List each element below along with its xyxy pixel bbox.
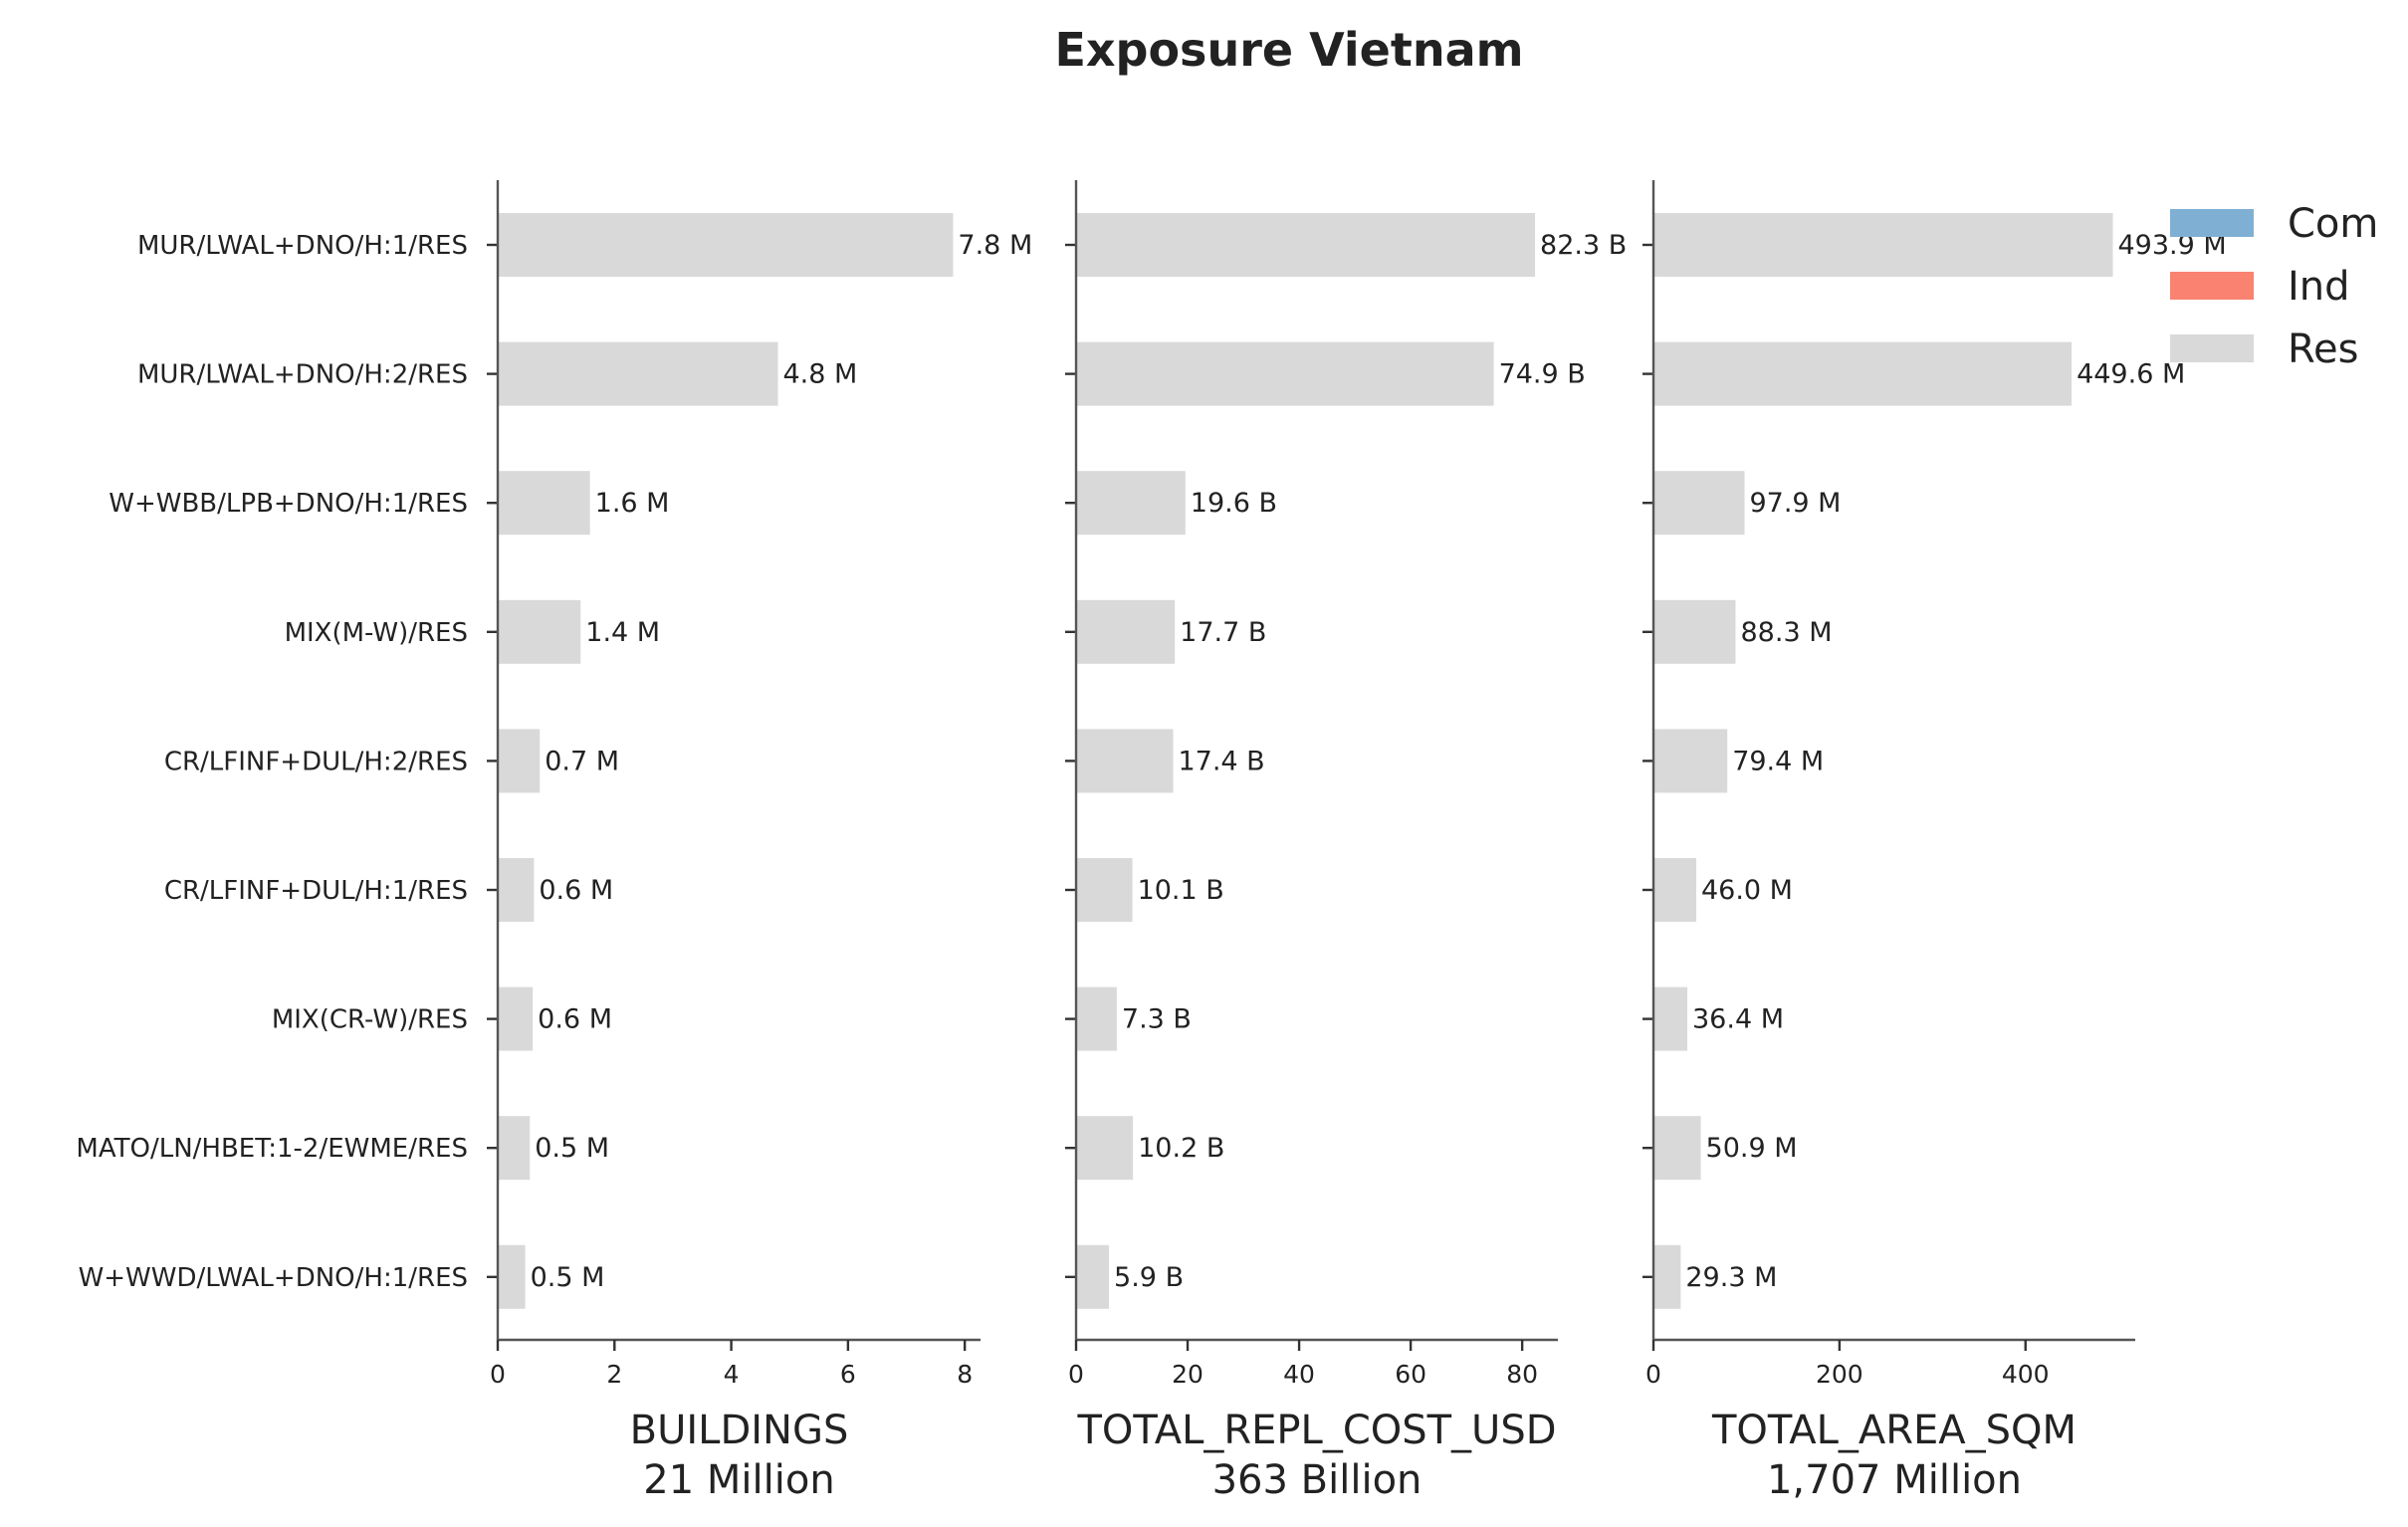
bar: [1076, 986, 1117, 1051]
x-axis-title: TOTAL_REPL_COST_USD: [1076, 1408, 1556, 1453]
value-label: 7.8 M: [958, 230, 1032, 261]
bar: [1653, 599, 1736, 664]
bar: [1076, 1116, 1134, 1181]
value-label: 29.3 M: [1685, 1262, 1777, 1293]
value-label: 97.9 M: [1749, 488, 1841, 519]
value-label: 74.9 B: [1499, 359, 1586, 390]
bar: [1076, 471, 1186, 536]
category-label: MIX(CR-W)/RES: [272, 1005, 468, 1035]
value-label: 0.7 M: [545, 746, 619, 776]
bar: [498, 599, 581, 664]
category-label: MATO/LN/HBET:1-2/EWME/RES: [76, 1134, 468, 1164]
bar: [1076, 729, 1174, 793]
value-label: 5.9 B: [1114, 1262, 1184, 1293]
x-tick-label: 0: [1068, 1360, 1084, 1389]
value-label: 1.4 M: [585, 617, 660, 648]
bar: [498, 341, 778, 406]
bar: [498, 213, 954, 277]
value-label: 1.6 M: [595, 488, 670, 519]
x-tick-label: 80: [1506, 1360, 1538, 1389]
x-axis-title: BUILDINGS: [630, 1408, 849, 1453]
value-label: 0.6 M: [538, 1004, 612, 1035]
legend-swatch: [2170, 334, 2254, 362]
value-label: 82.3 B: [1540, 230, 1627, 261]
category-label: CR/LFINF+DUL/H:2/RES: [164, 747, 468, 776]
bar: [498, 986, 534, 1051]
bar: [1076, 1244, 1110, 1309]
value-label: 46.0 M: [1701, 875, 1793, 906]
x-axis-total: 1,707 Million: [1767, 1457, 2022, 1503]
bar: [1653, 1116, 1701, 1181]
legend-swatch: [2170, 209, 2254, 237]
x-tick-label: 400: [2002, 1360, 2050, 1389]
bar: [1653, 858, 1696, 922]
category-label: MIX(M-W)/RES: [285, 618, 468, 648]
bar: [498, 471, 590, 536]
bar: [498, 858, 535, 922]
value-label: 449.6 M: [2077, 359, 2185, 390]
value-label: 0.5 M: [531, 1262, 605, 1293]
legend-label: Com: [2288, 201, 2378, 247]
bar: [1076, 858, 1133, 922]
bar: [1653, 986, 1688, 1051]
category-label: W+WBB/LPB+DNO/H:1/RES: [109, 489, 468, 519]
x-tick-label: 0: [1645, 1360, 1661, 1389]
value-label: 7.3 B: [1122, 1004, 1192, 1035]
value-label: 0.5 M: [535, 1133, 609, 1164]
x-tick-label: 4: [724, 1360, 740, 1389]
x-axis-title: TOTAL_AREA_SQM: [1711, 1408, 2077, 1453]
x-tick-label: 0: [490, 1360, 506, 1389]
legend-label: Ind: [2288, 264, 2350, 310]
x-tick-label: 6: [840, 1360, 856, 1389]
bar: [1653, 213, 2113, 277]
x-tick-label: 60: [1395, 1360, 1426, 1389]
value-label: 19.6 B: [1191, 488, 1277, 519]
value-label: 4.8 M: [782, 359, 857, 390]
category-label: W+WWD/LWAL+DNO/H:1/RES: [79, 1263, 468, 1293]
x-tick-label: 20: [1172, 1360, 1204, 1389]
bar: [1653, 471, 1745, 536]
x-tick-label: 8: [957, 1360, 973, 1389]
legend-label: Res: [2288, 327, 2358, 372]
value-label: 79.4 M: [1732, 746, 1824, 776]
bar: [1076, 213, 1536, 277]
category-label: CR/LFINF+DUL/H:1/RES: [164, 876, 468, 906]
bar: [1653, 341, 2073, 406]
value-label: 10.2 B: [1138, 1133, 1224, 1164]
x-tick-label: 2: [606, 1360, 622, 1389]
value-label: 10.1 B: [1138, 875, 1224, 906]
value-label: 17.7 B: [1180, 617, 1266, 648]
value-label: 88.3 M: [1741, 617, 1833, 648]
value-label: 50.9 M: [1706, 1133, 1798, 1164]
bar: [498, 729, 541, 793]
x-axis-total: 21 Million: [643, 1457, 834, 1503]
x-axis-total: 363 Billion: [1212, 1457, 1423, 1503]
bar: [1076, 599, 1176, 664]
bar: [498, 1244, 526, 1309]
category-label: MUR/LWAL+DNO/H:2/RES: [137, 360, 468, 390]
bar: [1653, 1244, 1681, 1309]
category-label: MUR/LWAL+DNO/H:1/RES: [137, 231, 468, 261]
bar: [498, 1116, 531, 1181]
x-tick-label: 200: [1816, 1360, 1863, 1389]
legend-swatch: [2170, 272, 2254, 300]
bar: [1076, 341, 1494, 406]
value-label: 36.4 M: [1692, 1004, 1784, 1035]
value-label: 17.4 B: [1178, 746, 1264, 776]
bar: [1653, 729, 1728, 793]
chart-title: Exposure Vietnam: [1054, 23, 1523, 77]
x-tick-label: 40: [1283, 1360, 1315, 1389]
value-label: 0.6 M: [539, 875, 613, 906]
